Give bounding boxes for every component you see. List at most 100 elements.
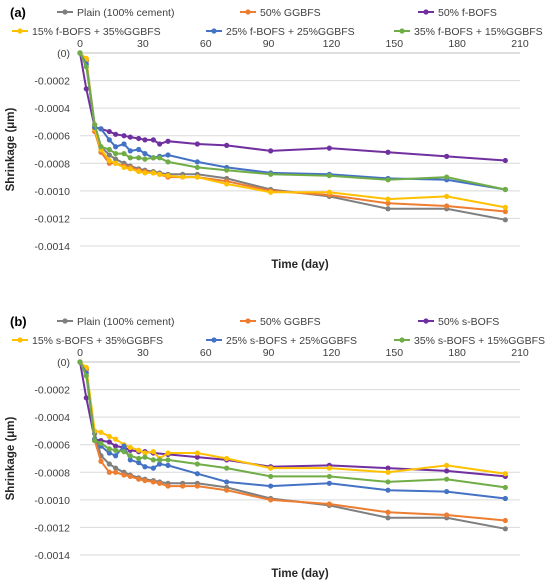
- data-point: [224, 142, 230, 148]
- data-point: [150, 465, 156, 471]
- data-point: [113, 144, 119, 150]
- legend-item: 50% GGBFS: [240, 7, 321, 19]
- y-tick-label: -0.0004: [34, 103, 70, 115]
- legend-swatch-marker: [245, 318, 251, 324]
- data-point: [157, 171, 163, 177]
- data-point: [194, 159, 200, 165]
- data-point: [142, 151, 148, 157]
- data-point: [385, 177, 391, 183]
- data-point: [142, 137, 148, 143]
- series-line: [79, 52, 506, 209]
- data-point: [106, 152, 112, 158]
- series: [77, 50, 508, 193]
- data-point: [136, 447, 142, 453]
- legend-label: 35% s-BOFS + 15%GGBFS: [414, 335, 545, 347]
- series-line: [79, 52, 506, 213]
- legend-label: 15% s-BOFS + 35%GGBFS: [32, 335, 163, 347]
- data-point: [157, 155, 163, 161]
- data-point: [224, 487, 230, 493]
- series-line: [79, 361, 506, 530]
- data-point: [194, 141, 200, 147]
- data-point: [83, 64, 89, 70]
- legend-label: 50% s-BOFS: [438, 316, 499, 328]
- legend-item: 15% s-BOFS + 35%GGBFS: [12, 335, 163, 347]
- panel-label: (b): [10, 314, 27, 329]
- data-point: [106, 450, 112, 456]
- data-point: [106, 461, 112, 467]
- data-point: [502, 484, 508, 491]
- data-point: [165, 450, 171, 456]
- data-point: [444, 193, 450, 199]
- legend-item: 50% f-BOFS: [418, 7, 497, 19]
- y-tick-label: -0.0008: [34, 467, 70, 479]
- data-point: [136, 155, 142, 161]
- y-tick-label: (0): [57, 357, 70, 369]
- data-point: [165, 159, 171, 165]
- data-point: [127, 166, 133, 172]
- data-point: [106, 137, 112, 143]
- data-point: [326, 189, 332, 195]
- data-point: [150, 449, 156, 455]
- data-point: [98, 458, 104, 464]
- data-point: [142, 170, 148, 176]
- data-point: [502, 217, 508, 223]
- data-point: [326, 173, 332, 179]
- data-point: [121, 449, 127, 455]
- y-tick-label: -0.0006: [34, 440, 70, 452]
- x-tick-label: 30: [137, 347, 149, 359]
- data-point: [98, 429, 104, 435]
- data-point: [502, 186, 508, 193]
- data-point: [92, 122, 98, 128]
- data-point: [502, 471, 508, 477]
- data-point: [444, 153, 450, 159]
- data-point: [113, 436, 119, 442]
- data-point: [121, 472, 127, 478]
- data-point: [157, 141, 163, 147]
- x-tick-label: 60: [200, 38, 212, 50]
- legend-item: 35% f-BOFS + 15%GGBFS: [394, 26, 543, 38]
- x-tick-label: 30: [137, 38, 149, 50]
- data-point: [165, 483, 171, 489]
- data-point: [224, 465, 230, 471]
- data-point: [127, 473, 133, 480]
- data-point: [136, 455, 142, 462]
- data-point: [136, 146, 142, 153]
- data-point: [83, 373, 89, 379]
- data-point: [326, 480, 332, 486]
- data-point: [194, 454, 200, 460]
- data-point: [444, 512, 450, 518]
- data-point: [224, 167, 230, 173]
- chart-panel-2: (b) Plain (100% cement) 50% GGBFS 50% s-BOF…: [5, 314, 545, 580]
- data-point: [326, 473, 332, 480]
- legend-item: 50% GGBFS: [240, 316, 321, 328]
- x-tick-label: 90: [263, 38, 275, 50]
- legend-item: 25% f-BOFS + 25%GGBFS: [206, 26, 355, 38]
- legend-item: 50% s-BOFS: [418, 316, 499, 328]
- x-tick-label: 180: [448, 38, 466, 50]
- data-point: [142, 450, 148, 456]
- data-point: [113, 453, 119, 459]
- series-line: [79, 361, 506, 522]
- legend-swatch-marker: [62, 9, 68, 15]
- data-point: [77, 50, 83, 56]
- x-tick-label: 210: [511, 347, 529, 359]
- legend-swatch-marker: [423, 318, 429, 324]
- data-point: [136, 476, 142, 482]
- data-point: [106, 446, 112, 452]
- panel-label: (a): [10, 5, 26, 20]
- y-tick-label: -0.0006: [34, 131, 70, 143]
- data-point: [444, 203, 450, 209]
- legend-item: Plain (100% cement): [57, 7, 174, 19]
- data-point: [385, 509, 391, 515]
- legend-label: 35% f-BOFS + 15%GGBFS: [414, 26, 543, 38]
- y-tick-label: -0.0002: [34, 385, 70, 397]
- data-point: [502, 208, 508, 215]
- legend-label: 50% GGBFS: [260, 7, 321, 19]
- series: [77, 50, 508, 210]
- data-point: [268, 171, 274, 177]
- data-point: [127, 134, 133, 140]
- legend-swatch-marker: [211, 28, 217, 34]
- series: [77, 50, 508, 215]
- legend-item: 25% s-BOFS + 25%GGBFS: [206, 335, 357, 347]
